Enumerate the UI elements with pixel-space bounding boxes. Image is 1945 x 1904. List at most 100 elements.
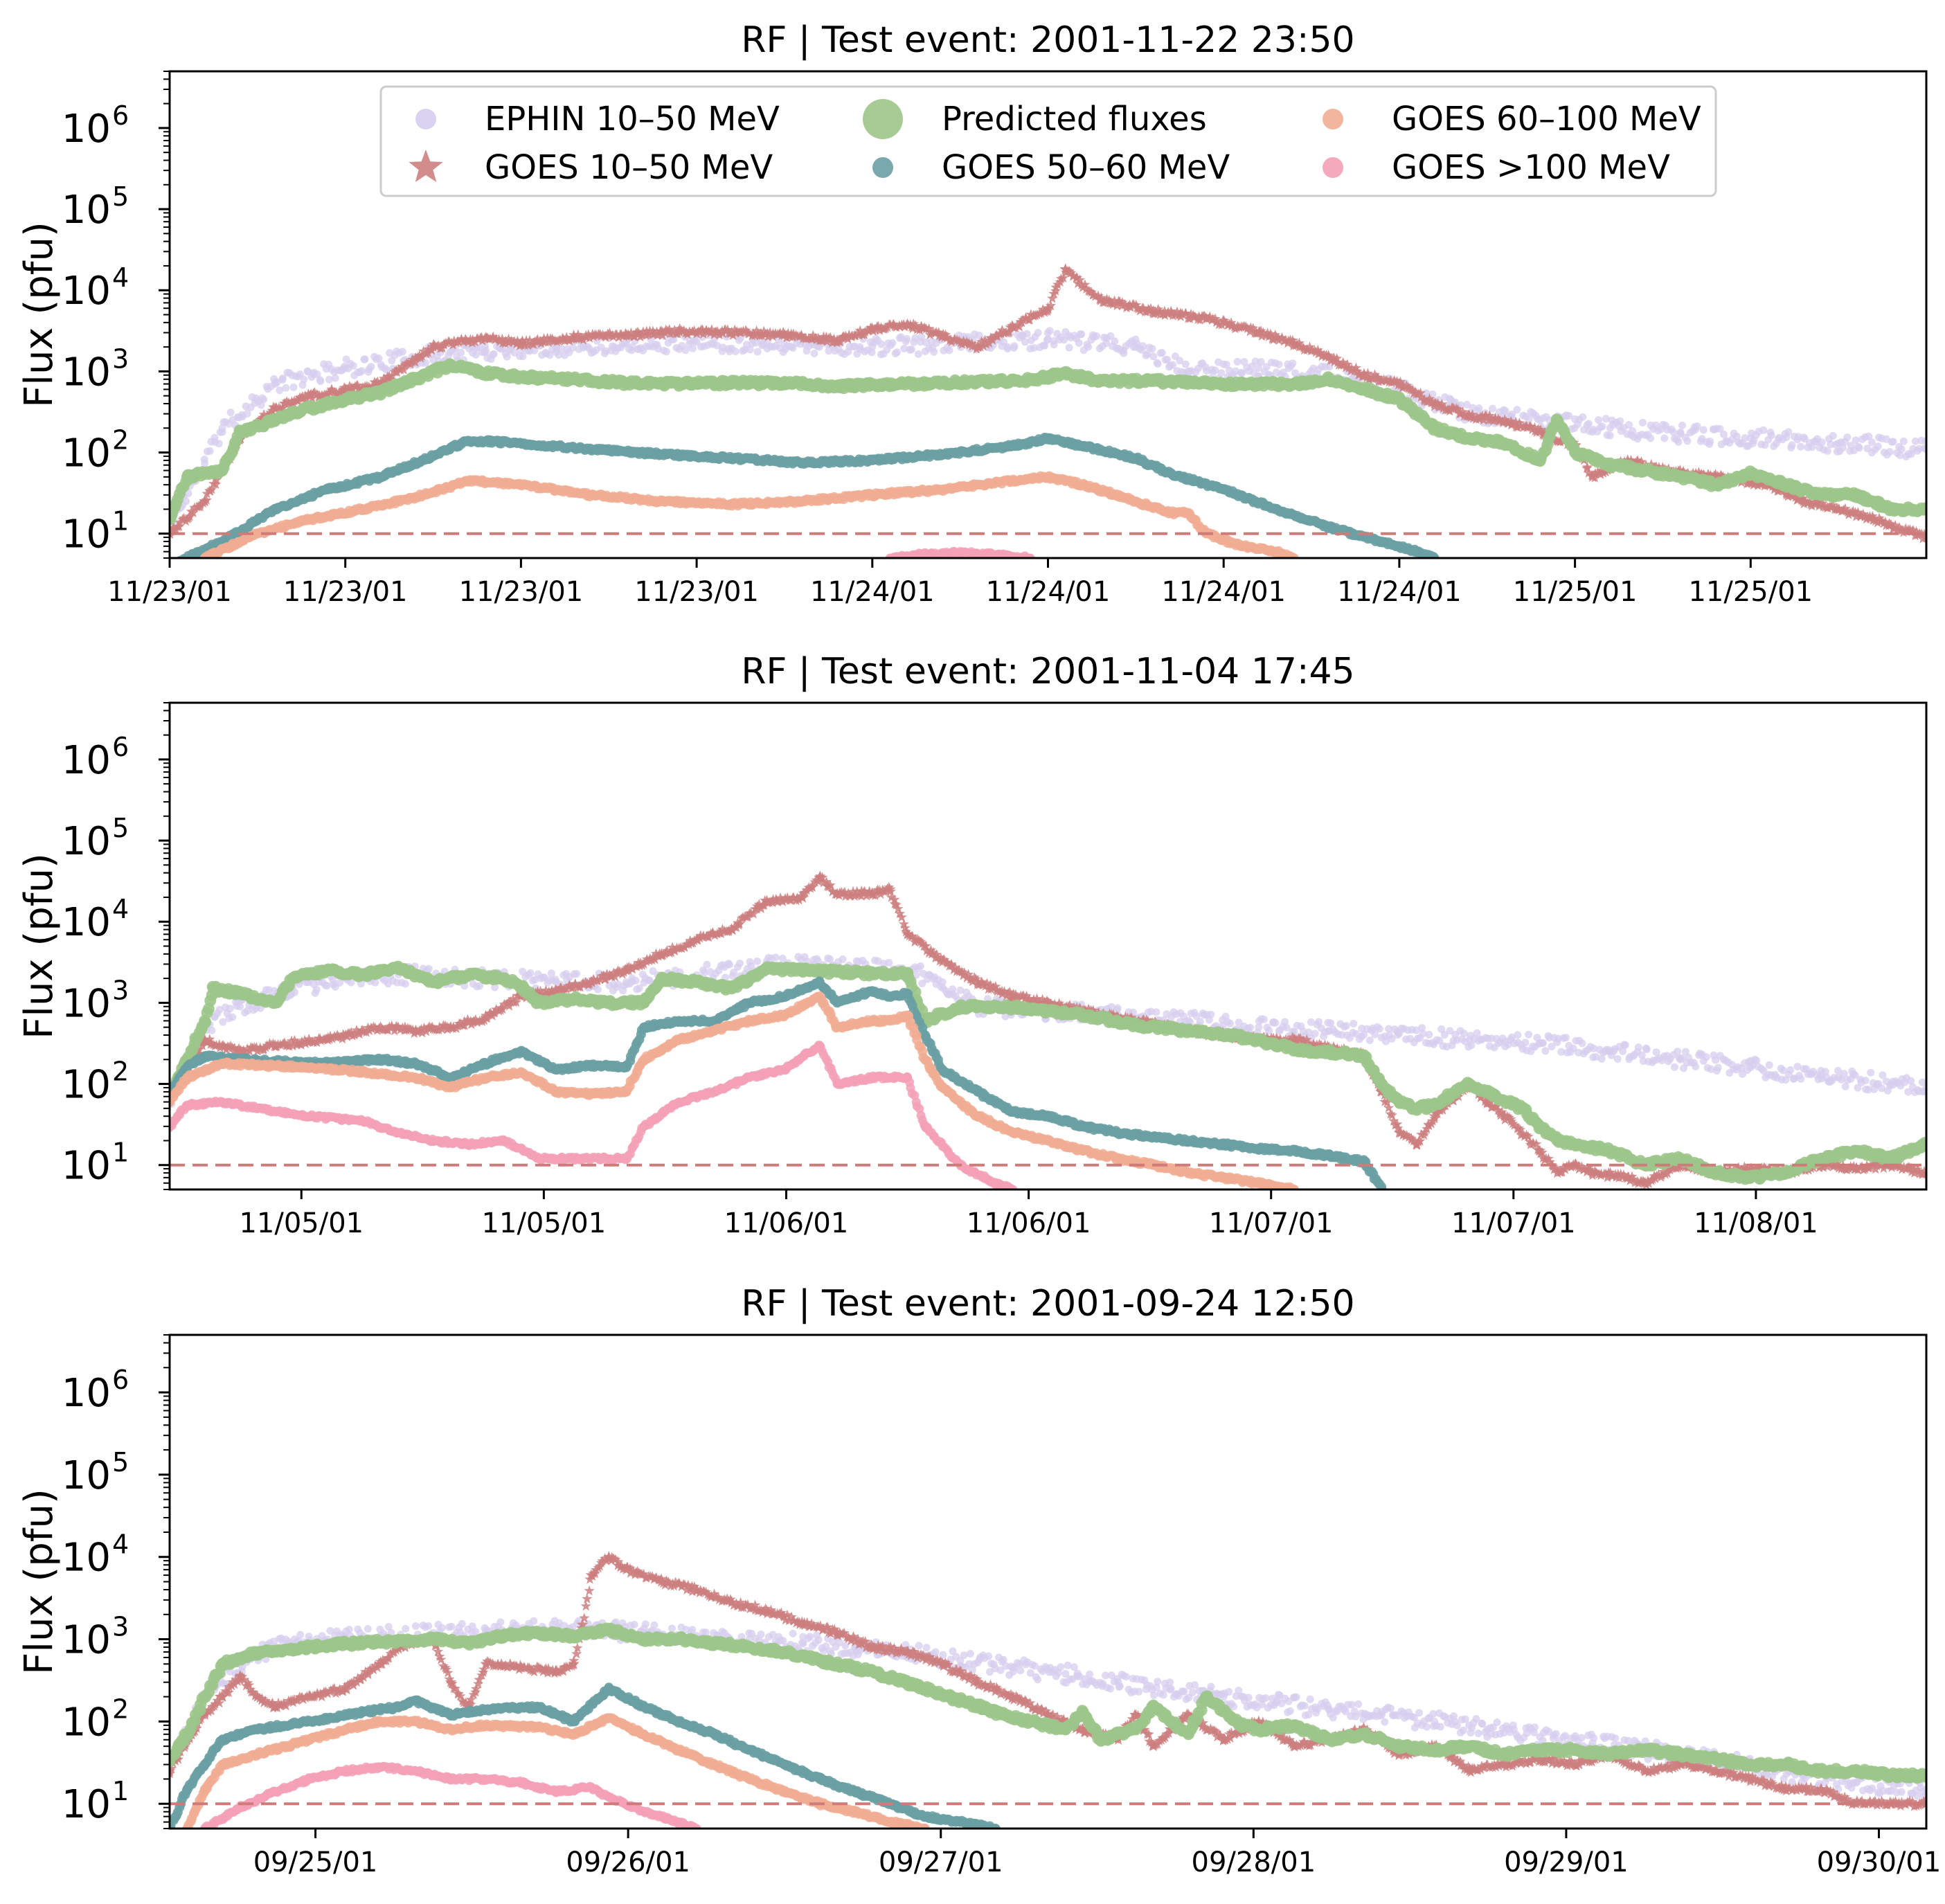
data-point (206, 483, 217, 494)
data-point (367, 363, 375, 371)
data-point (1818, 438, 1826, 447)
data-point (656, 449, 667, 460)
data-point (1908, 525, 1919, 535)
data-point (719, 343, 727, 352)
data-point (347, 978, 355, 987)
data-point (656, 496, 667, 507)
series-g50 (170, 433, 1440, 571)
data-point (216, 465, 228, 477)
data-point (877, 340, 886, 348)
x-tick-label: 11/24/01 (1161, 576, 1286, 608)
data-point (1647, 434, 1655, 442)
data-point (1078, 480, 1088, 490)
data-point (1093, 290, 1104, 300)
data-point (854, 325, 866, 336)
data-point (1276, 332, 1288, 343)
data-point (1834, 439, 1843, 447)
x-tick-label: 11/23/01 (634, 576, 759, 608)
data-point (893, 348, 901, 357)
data-point (620, 377, 633, 389)
data-point (1858, 508, 1869, 519)
data-point (1120, 298, 1131, 309)
data-point (516, 438, 526, 449)
data-point (371, 978, 379, 987)
data-point (1074, 274, 1085, 285)
data-point (234, 426, 246, 438)
data-point (583, 329, 594, 339)
data-point (1590, 468, 1601, 478)
data-point (1181, 308, 1192, 318)
data-point (1273, 334, 1284, 345)
data-point (199, 495, 211, 507)
data-point (911, 334, 920, 342)
data-point (372, 376, 383, 387)
data-point (1428, 397, 1440, 409)
data-point (522, 339, 534, 350)
data-point (1467, 408, 1478, 420)
data-point (1066, 267, 1077, 278)
data-point (1911, 437, 1919, 445)
data-point (1159, 309, 1170, 320)
data-point (1020, 312, 1032, 323)
data-point (1639, 418, 1647, 426)
data-point (1071, 272, 1082, 283)
data-point (825, 332, 836, 343)
data-point (174, 521, 185, 532)
data-point (1268, 334, 1279, 345)
data-point (199, 553, 210, 558)
data-point (1332, 357, 1343, 368)
data-point (1899, 437, 1908, 445)
data-point (1800, 435, 1809, 443)
data-point (374, 386, 386, 399)
data-point (1832, 503, 1845, 514)
data-point (762, 331, 773, 341)
data-point (1262, 363, 1271, 371)
data-point (1843, 433, 1852, 442)
data-point (325, 375, 333, 384)
data-point (1475, 404, 1483, 413)
data-point (1025, 553, 1035, 558)
data-point (208, 1026, 216, 1034)
data-point (900, 345, 908, 352)
data-point (797, 458, 807, 468)
data-point (1885, 503, 1897, 515)
data-point (1867, 510, 1878, 521)
data-point (260, 395, 268, 404)
data-point (1166, 469, 1176, 478)
data-point (651, 326, 663, 337)
data-point (323, 982, 331, 990)
data-point (1674, 471, 1687, 483)
plot-area (170, 870, 1926, 1189)
data-point (1678, 421, 1686, 429)
data-point (775, 327, 786, 338)
data-point (903, 335, 911, 343)
data-point (713, 341, 721, 350)
data-point (304, 402, 316, 415)
data-point (1586, 471, 1599, 482)
data-point (983, 337, 994, 348)
data-point (866, 379, 879, 391)
data-point (1030, 344, 1038, 352)
data-point (638, 326, 649, 336)
data-point (170, 561, 179, 571)
data-point (996, 325, 1007, 335)
data-point (1219, 485, 1229, 494)
data-point (568, 332, 580, 343)
data-point (1342, 359, 1353, 369)
data-point (726, 453, 737, 463)
data-point (304, 389, 316, 401)
panel-title: RF | Test event: 2001-11-22 23:50 (741, 19, 1354, 61)
data-point (1084, 343, 1093, 351)
data-point (778, 377, 791, 389)
data-point (210, 478, 222, 490)
data-point (1007, 441, 1018, 451)
data-point (341, 364, 350, 372)
data-point (1867, 513, 1880, 525)
data-point (778, 329, 791, 341)
data-point (312, 986, 321, 994)
data-point (1059, 263, 1072, 275)
data-point (688, 344, 697, 352)
